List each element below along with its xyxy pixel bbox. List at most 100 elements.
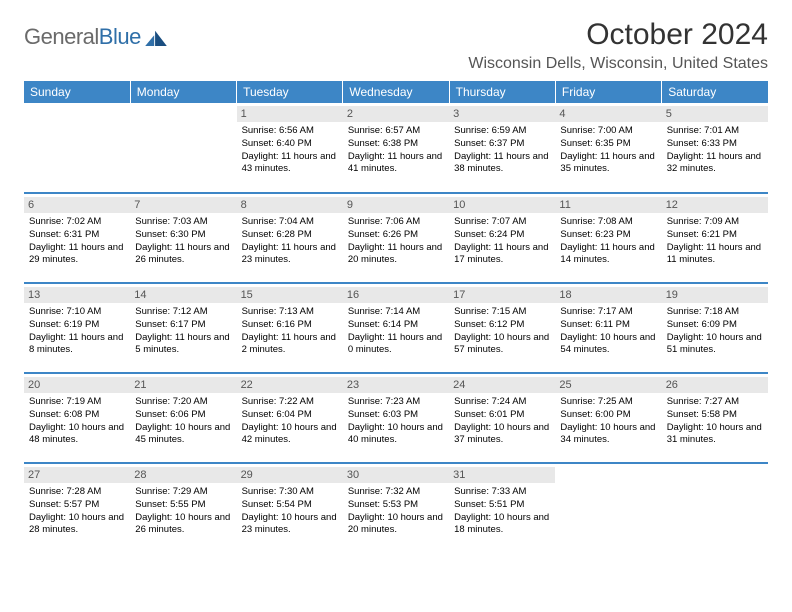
calendar-cell: 11 Sunrise: 7:08 AMSunset: 6:23 PMDayligh… bbox=[555, 193, 661, 283]
calendar-cell: 19Sunrise: 7:18 AMSunset: 6:09 PMDayligh… bbox=[662, 283, 768, 373]
day-details: Sunrise: 7:22 AMSunset: 6:04 PMDaylight:… bbox=[242, 396, 338, 447]
calendar-cell bbox=[24, 103, 130, 193]
calendar-cell: 22 Sunrise: 7:22 AMSunset: 6:04 PMDayligh… bbox=[237, 373, 343, 463]
calendar-header-row: SundayMondayTuesdayWednesdayThursdayFrid… bbox=[24, 81, 768, 103]
calendar-body: 1 Sunrise: 6:56 AMSunset: 6:40 PMDaylight… bbox=[24, 103, 768, 553]
day-number: 28 bbox=[130, 467, 236, 483]
day-number: 6 bbox=[24, 197, 130, 213]
location-subtitle: Wisconsin Dells, Wisconsin, United State… bbox=[468, 55, 768, 73]
calendar-cell: 23 Sunrise: 7:23 AMSunset: 6:03 PMDayligh… bbox=[343, 373, 449, 463]
calendar-cell: 2Sunrise: 6:57 AMSunset: 6:38 PMDaylight… bbox=[343, 103, 449, 193]
day-number: 29 bbox=[237, 467, 343, 483]
day-details: Sunrise: 7:20 AMSunset: 6:06 PMDaylight:… bbox=[135, 396, 231, 447]
day-number: 22 bbox=[237, 377, 343, 393]
calendar-cell: 7Sunrise: 7:03 AMSunset: 6:30 PMDaylight… bbox=[130, 193, 236, 283]
day-number: 13 bbox=[24, 287, 130, 303]
calendar-cell bbox=[130, 103, 236, 193]
weekday-header: Thursday bbox=[449, 81, 555, 103]
calendar-cell: 9 Sunrise: 7:06 AMSunset: 6:26 PMDaylight… bbox=[343, 193, 449, 283]
day-details: Sunrise: 7:23 AMSunset: 6:03 PMDaylight:… bbox=[348, 396, 444, 447]
day-number: 8 bbox=[237, 197, 343, 213]
calendar-cell: 24Sunrise: 7:24 AMSunset: 6:01 PMDayligh… bbox=[449, 373, 555, 463]
day-details: Sunrise: 7:32 AMSunset: 5:53 PMDaylight:… bbox=[348, 486, 444, 537]
calendar-cell: 27Sunrise: 7:28 AMSunset: 5:57 PMDayligh… bbox=[24, 463, 130, 553]
day-number: 21 bbox=[130, 377, 236, 393]
calendar-row: 13 Sunrise: 7:10 AMSunset: 6:19 PMDayligh… bbox=[24, 283, 768, 373]
day-details: Sunrise: 7:24 AMSunset: 6:01 PMDaylight:… bbox=[454, 396, 550, 447]
day-details: Sunrise: 7:19 AMSunset: 6:08 PMDaylight:… bbox=[29, 396, 125, 447]
calendar-row: 6 Sunrise: 7:02 AMSunset: 6:31 PMDaylight… bbox=[24, 193, 768, 283]
day-number: 2 bbox=[343, 106, 449, 122]
day-number: 30 bbox=[343, 467, 449, 483]
day-number: 20 bbox=[24, 377, 130, 393]
day-number: 18 bbox=[555, 287, 661, 303]
calendar-cell: 10 Sunrise: 7:07 AMSunset: 6:24 PMDayligh… bbox=[449, 193, 555, 283]
day-number: 9 bbox=[343, 197, 449, 213]
weekday-header: Monday bbox=[130, 81, 236, 103]
title-block: October 2024 Wisconsin Dells, Wisconsin,… bbox=[468, 18, 768, 73]
calendar-cell: 8 Sunrise: 7:04 AMSunset: 6:28 PMDaylight… bbox=[237, 193, 343, 283]
day-details: Sunrise: 7:29 AMSunset: 5:55 PMDaylight:… bbox=[135, 486, 231, 537]
day-number: 10 bbox=[449, 197, 555, 213]
calendar-table: SundayMondayTuesdayWednesdayThursdayFrid… bbox=[24, 81, 768, 553]
day-details: Sunrise: 7:30 AMSunset: 5:54 PMDaylight:… bbox=[242, 486, 338, 537]
calendar-cell: 14Sunrise: 7:12 AMSunset: 6:17 PMDayligh… bbox=[130, 283, 236, 373]
day-number: 31 bbox=[449, 467, 555, 483]
day-details: Sunrise: 6:56 AMSunset: 6:40 PMDaylight:… bbox=[242, 125, 338, 176]
day-details: Sunrise: 7:12 AMSunset: 6:17 PMDaylight:… bbox=[135, 306, 231, 357]
day-details: Sunrise: 7:08 AMSunset: 6:23 PMDaylight:… bbox=[560, 216, 656, 267]
calendar-cell: 28 Sunrise: 7:29 AMSunset: 5:55 PMDayligh… bbox=[130, 463, 236, 553]
day-details: Sunrise: 7:00 AMSunset: 6:35 PMDaylight:… bbox=[560, 125, 656, 176]
month-title: October 2024 bbox=[468, 18, 768, 51]
calendar-cell: 3Sunrise: 6:59 AMSunset: 6:37 PMDaylight… bbox=[449, 103, 555, 193]
weekday-header: Tuesday bbox=[237, 81, 343, 103]
calendar-cell: 30 Sunrise: 7:32 AMSunset: 5:53 PMDayligh… bbox=[343, 463, 449, 553]
day-details: Sunrise: 7:33 AMSunset: 5:51 PMDaylight:… bbox=[454, 486, 550, 537]
calendar-cell bbox=[662, 463, 768, 553]
day-number: 23 bbox=[343, 377, 449, 393]
day-details: Sunrise: 7:27 AMSunset: 5:58 PMDaylight:… bbox=[667, 396, 763, 447]
calendar-cell: 16 Sunrise: 7:14 AMSunset: 6:14 PMDayligh… bbox=[343, 283, 449, 373]
day-details: Sunrise: 7:06 AMSunset: 6:26 PMDaylight:… bbox=[348, 216, 444, 267]
day-number: 1 bbox=[237, 106, 343, 122]
day-details: Sunrise: 7:07 AMSunset: 6:24 PMDaylight:… bbox=[454, 216, 550, 267]
day-details: Sunrise: 7:04 AMSunset: 6:28 PMDaylight:… bbox=[242, 216, 338, 267]
calendar-cell: 5 Sunrise: 7:01 AMSunset: 6:33 PMDaylight… bbox=[662, 103, 768, 193]
day-details: Sunrise: 7:09 AMSunset: 6:21 PMDaylight:… bbox=[667, 216, 763, 267]
calendar-row: 20 Sunrise: 7:19 AMSunset: 6:08 PMDayligh… bbox=[24, 373, 768, 463]
calendar-cell: 6 Sunrise: 7:02 AMSunset: 6:31 PMDaylight… bbox=[24, 193, 130, 283]
day-number: 4 bbox=[555, 106, 661, 122]
day-details: Sunrise: 7:02 AMSunset: 6:31 PMDaylight:… bbox=[29, 216, 125, 267]
day-number: 16 bbox=[343, 287, 449, 303]
day-number: 11 bbox=[555, 197, 661, 213]
day-number: 25 bbox=[555, 377, 661, 393]
weekday-header: Saturday bbox=[662, 81, 768, 103]
weekday-header: Sunday bbox=[24, 81, 130, 103]
day-details: Sunrise: 7:14 AMSunset: 6:14 PMDaylight:… bbox=[348, 306, 444, 357]
day-number: 26 bbox=[662, 377, 768, 393]
day-number: 19 bbox=[662, 287, 768, 303]
day-details: Sunrise: 7:17 AMSunset: 6:11 PMDaylight:… bbox=[560, 306, 656, 357]
calendar-cell: 12 Sunrise: 7:09 AMSunset: 6:21 PMDayligh… bbox=[662, 193, 768, 283]
day-details: Sunrise: 7:25 AMSunset: 6:00 PMDaylight:… bbox=[560, 396, 656, 447]
logo-mark-icon bbox=[145, 28, 167, 46]
calendar-cell: 1 Sunrise: 6:56 AMSunset: 6:40 PMDaylight… bbox=[237, 103, 343, 193]
day-details: Sunrise: 7:15 AMSunset: 6:12 PMDaylight:… bbox=[454, 306, 550, 357]
calendar-cell bbox=[555, 463, 661, 553]
day-number: 7 bbox=[130, 197, 236, 213]
calendar-row: 27Sunrise: 7:28 AMSunset: 5:57 PMDayligh… bbox=[24, 463, 768, 553]
day-details: Sunrise: 7:28 AMSunset: 5:57 PMDaylight:… bbox=[29, 486, 125, 537]
calendar-cell: 13 Sunrise: 7:10 AMSunset: 6:19 PMDayligh… bbox=[24, 283, 130, 373]
calendar-cell: 17Sunrise: 7:15 AMSunset: 6:12 PMDayligh… bbox=[449, 283, 555, 373]
day-details: Sunrise: 7:01 AMSunset: 6:33 PMDaylight:… bbox=[667, 125, 763, 176]
weekday-header: Friday bbox=[555, 81, 661, 103]
header: GeneralBlue October 2024 Wisconsin Dells… bbox=[24, 18, 768, 73]
calendar-cell: 18 Sunrise: 7:17 AMSunset: 6:11 PMDayligh… bbox=[555, 283, 661, 373]
day-details: Sunrise: 7:10 AMSunset: 6:19 PMDaylight:… bbox=[29, 306, 125, 357]
calendar-cell: 29 Sunrise: 7:30 AMSunset: 5:54 PMDayligh… bbox=[237, 463, 343, 553]
calendar-cell: 20 Sunrise: 7:19 AMSunset: 6:08 PMDayligh… bbox=[24, 373, 130, 463]
day-number: 12 bbox=[662, 197, 768, 213]
day-number: 5 bbox=[662, 106, 768, 122]
logo-text: GeneralBlue bbox=[24, 24, 141, 50]
page-container: GeneralBlue October 2024 Wisconsin Dells… bbox=[0, 0, 792, 553]
